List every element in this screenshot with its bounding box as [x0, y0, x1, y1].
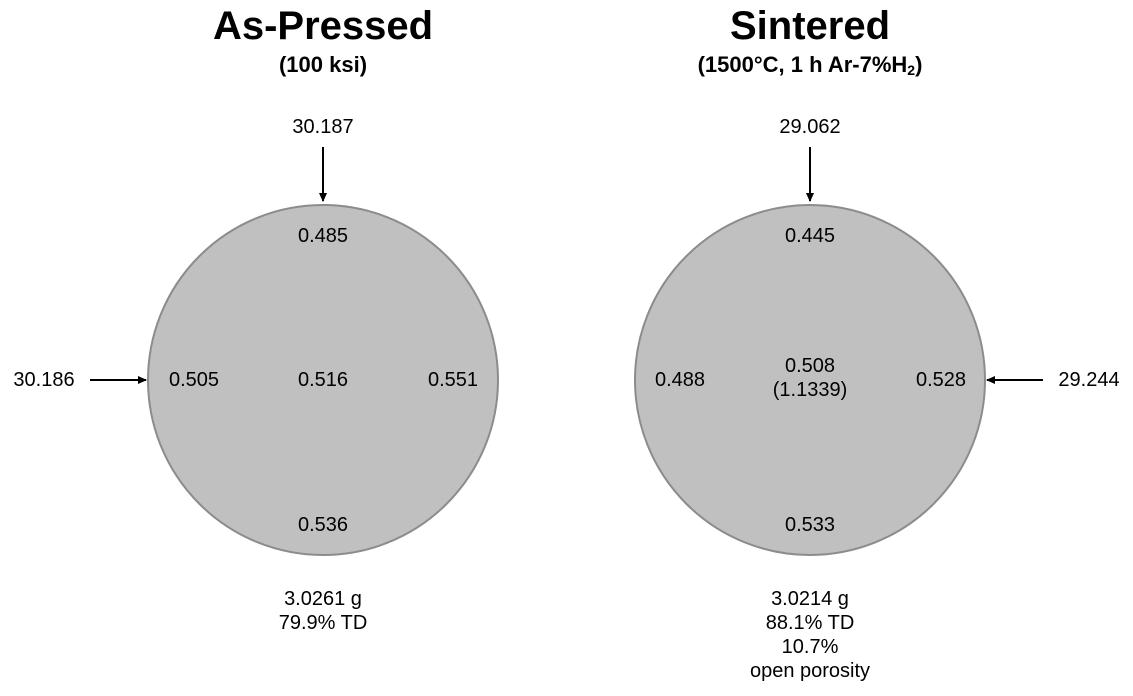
as-pressed-mass: 3.0261 g: [284, 588, 362, 610]
sintered-subtitle-main: (1500°C, 1 h Ar-7%H: [697, 52, 908, 77]
sintered-subtitle: (1500°C, 1 h Ar-7%H2): [610, 52, 1010, 78]
sintered-mass: 3.0214 g: [771, 588, 849, 610]
sintered-disc: [634, 204, 986, 556]
sintered-porosity-label: open porosity: [749, 660, 871, 682]
as-pressed-footer: 3.0261 g 79.9% TD: [223, 587, 423, 635]
as-pressed-thickness-left: 0.505: [168, 369, 220, 391]
sintered-subtitle-sub: 2: [907, 62, 916, 78]
sintered-top-arrow-value: 29.062: [779, 116, 841, 138]
as-pressed-title: As-Pressed: [212, 4, 434, 48]
sintered-thickness-left: 0.488: [654, 369, 706, 391]
as-pressed-side-arrow-value: 30.186: [13, 369, 75, 391]
as-pressed-thickness-center: 0.516: [297, 369, 349, 391]
sintered-footer: 3.0214 g 88.1% TD 10.7% open porosity: [710, 587, 910, 683]
as-pressed-disc: [147, 204, 499, 556]
as-pressed-thickness-top: 0.485: [297, 225, 349, 247]
sintered-density: 88.1% TD: [765, 612, 855, 634]
sintered-thickness-bottom: 0.533: [784, 514, 836, 536]
sintered-subtitle-end: ): [915, 52, 923, 77]
as-pressed-thickness-bottom: 0.536: [297, 514, 349, 536]
sintered-thickness-right: 0.528: [915, 369, 967, 391]
sintered-side-arrow-value: 29.244: [1058, 369, 1120, 391]
as-pressed-density: 79.9% TD: [278, 612, 368, 634]
as-pressed-thickness-right: 0.551: [427, 369, 479, 391]
sintered-porosity: 10.7%: [781, 636, 839, 658]
as-pressed-top-arrow-value: 30.187: [292, 116, 354, 138]
sintered-thickness-center: 0.508: [784, 355, 836, 377]
sintered-thickness-top: 0.445: [784, 225, 836, 247]
sintered-title: Sintered: [729, 4, 891, 48]
sintered-thickness-center-paren: (1.1339): [772, 379, 848, 401]
as-pressed-subtitle: (100 ksi): [278, 52, 368, 77]
